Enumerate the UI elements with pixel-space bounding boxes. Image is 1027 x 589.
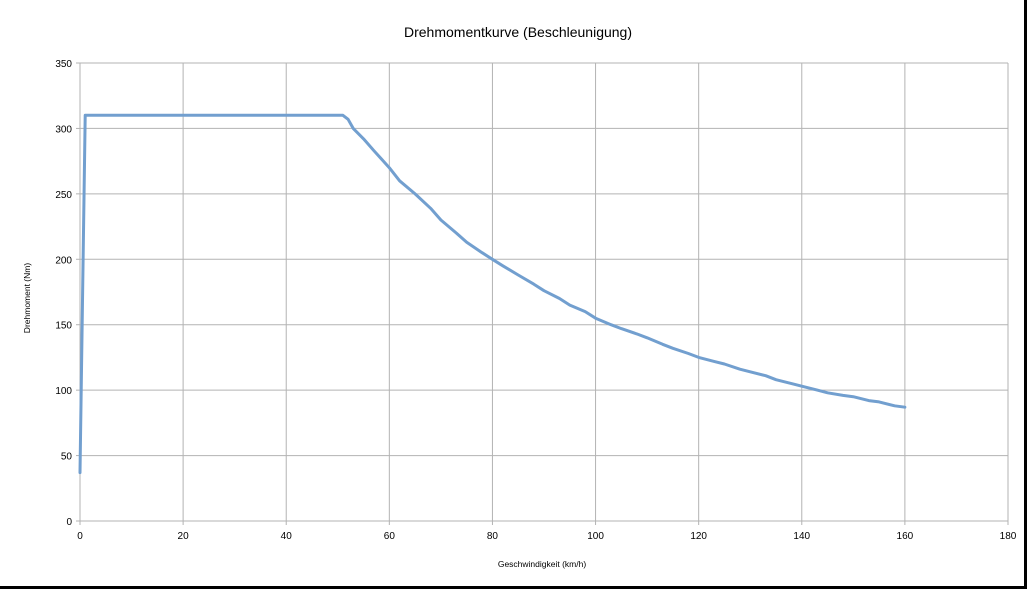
y-tick-label-5: 250 (55, 190, 72, 201)
series-line-0 (78, 113, 907, 475)
x-tick-labels: 0 20 40 60 80 100 120 140 160 180 (77, 521, 1017, 542)
y-tick-label-0: 0 (66, 517, 72, 528)
x-tick-label-3: 60 (384, 531, 396, 542)
x-tick-label-8: 160 (897, 531, 914, 542)
x-tick-label-5: 100 (587, 531, 604, 542)
x-tick-label-1: 20 (178, 531, 190, 542)
x-tick-label-9: 180 (1000, 531, 1017, 542)
y-tick-label-6: 300 (55, 124, 72, 135)
x-tick-label-6: 120 (690, 531, 707, 542)
y-tick-label-4: 200 (55, 255, 72, 266)
y-tick-labels: 0 50 100 150 200 250 300 350 (55, 59, 80, 528)
chart-title: Drehmomentkurve (Beschleunigung) (404, 24, 632, 40)
x-tick-label-0: 0 (77, 531, 83, 542)
x-tick-label-4: 80 (487, 531, 499, 542)
x-tick-label-7: 140 (793, 531, 810, 542)
series-layer (78, 113, 907, 475)
y-tick-label-1: 50 (61, 452, 73, 463)
y-tick-label-2: 100 (55, 386, 72, 397)
y-tick-label-3: 150 (55, 321, 72, 332)
y-axis-title: Drehmoment (Nm) (22, 263, 32, 334)
x-axis-title: Geschwindigkeit (km/h) (498, 559, 587, 569)
x-tick-label-2: 40 (281, 531, 293, 542)
y-tick-label-7: 350 (55, 59, 72, 70)
